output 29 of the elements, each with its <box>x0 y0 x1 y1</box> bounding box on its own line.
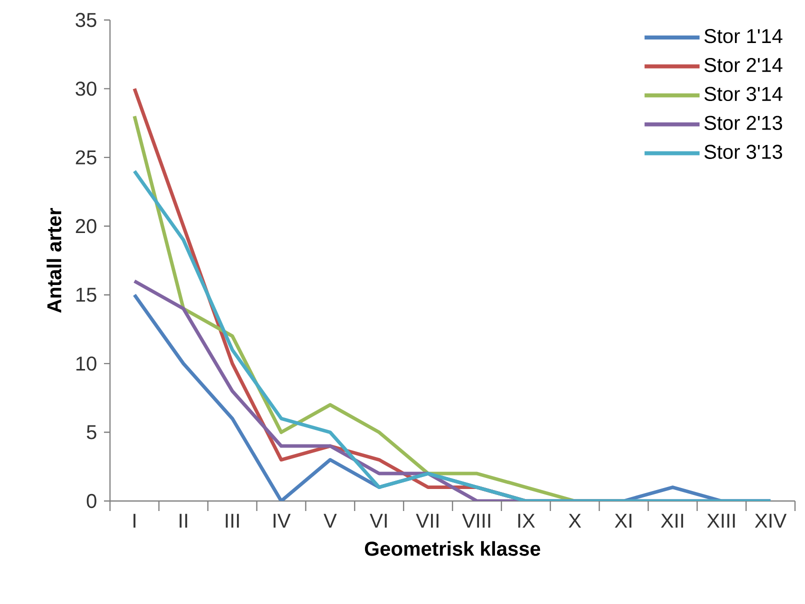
y-tick-label: 25 <box>76 150 96 165</box>
legend-label: Stor 2'13 <box>704 116 782 130</box>
legend-label: Stor 1'14 <box>704 28 782 44</box>
x-tick-label: XIV <box>754 514 787 528</box>
x-tick-label: III <box>226 514 239 528</box>
y-tick-label: 20 <box>76 219 96 234</box>
legend-label: Stor 3'14 <box>704 86 782 102</box>
x-tick-label: VI <box>370 514 387 528</box>
x-tick-label: I <box>134 514 136 528</box>
y-tick-label: 35 <box>76 12 96 28</box>
y-tick-label: 10 <box>76 356 96 371</box>
x-tick-label: V <box>324 514 337 528</box>
y-tick-label: 5 <box>86 425 96 440</box>
x-tick-label: XIII <box>707 514 735 528</box>
y-tick-label: 15 <box>76 288 96 302</box>
y-tick-label: 0 <box>86 494 96 508</box>
y-axis-title: Antall arter <box>46 208 62 313</box>
x-tick-label: VIII <box>462 514 490 528</box>
y-tick-label: 30 <box>76 82 96 96</box>
x-tick-label: X <box>568 514 582 528</box>
x-tick-label: II <box>180 514 188 528</box>
x-tick-label: VII <box>416 514 438 528</box>
legend-label: Stor 3'13 <box>704 144 782 159</box>
x-tick-label: IV <box>274 514 291 528</box>
x-tick-label: IX <box>518 514 535 528</box>
x-tick-label: XII <box>660 514 684 528</box>
x-axis-title: Geometrisk klasse <box>364 541 540 556</box>
legend-label: Stor 2'14 <box>704 58 782 72</box>
x-tick-label: XI <box>614 514 632 528</box>
